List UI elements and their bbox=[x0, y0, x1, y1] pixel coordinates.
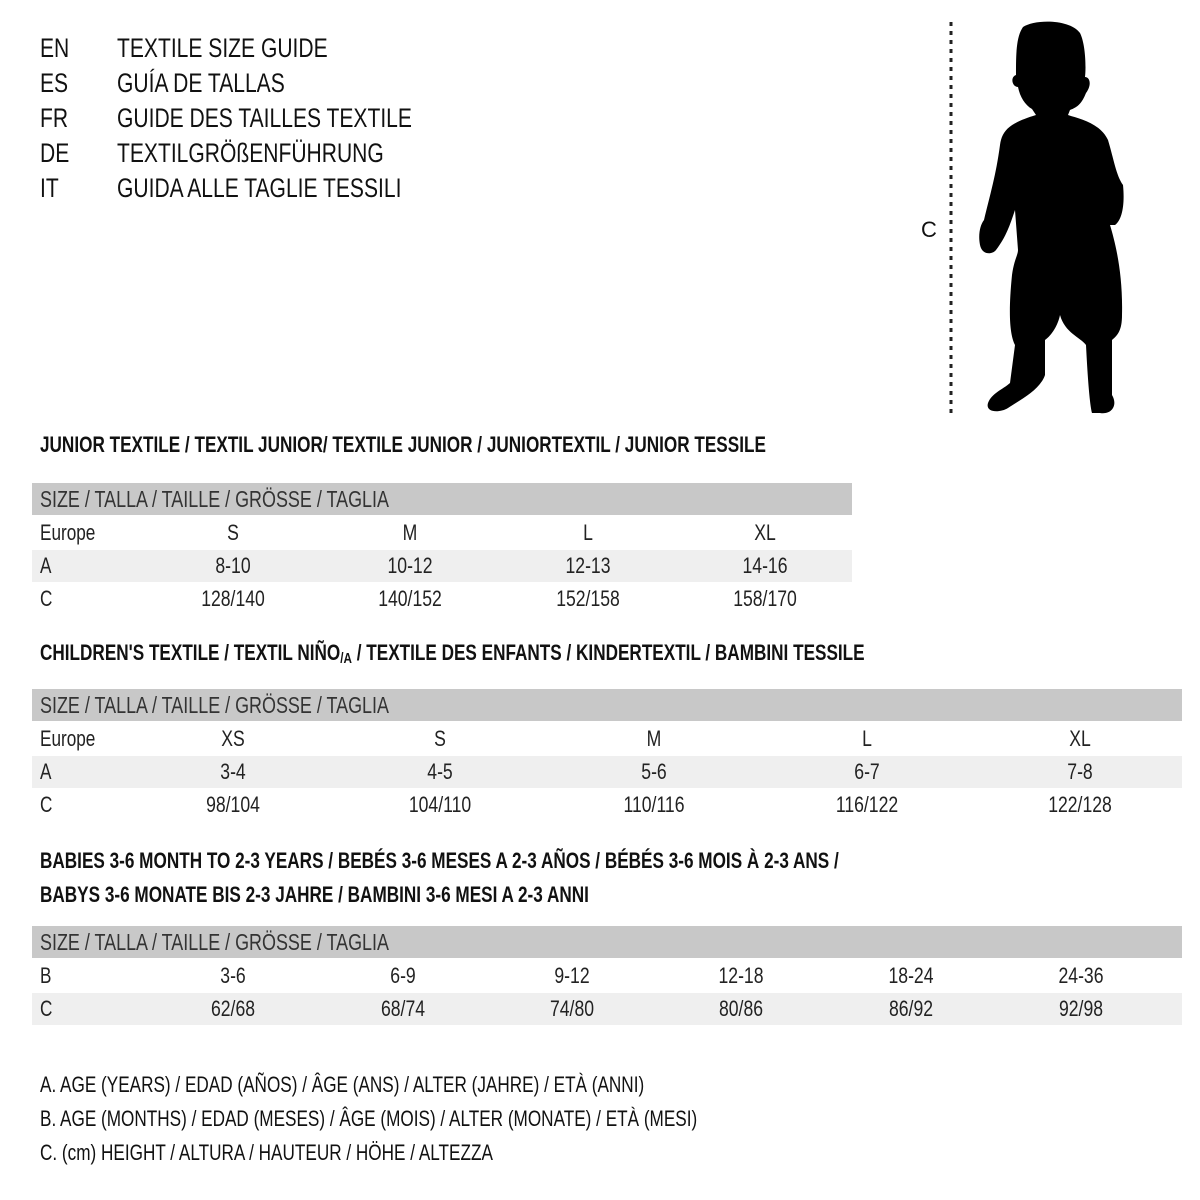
table-cell: S bbox=[434, 726, 446, 751]
lang-code: ES bbox=[40, 68, 69, 98]
table-cell: 104/110 bbox=[408, 792, 472, 817]
table-cell: 110/116 bbox=[623, 792, 685, 817]
table-cell: 152/158 bbox=[556, 586, 620, 611]
table-cell: XS bbox=[221, 726, 245, 751]
row-label: A bbox=[40, 554, 55, 578]
row-label-text: C bbox=[40, 996, 53, 1021]
table-cell: 62/68 bbox=[210, 996, 256, 1021]
table-cell: 18-24 bbox=[888, 963, 934, 988]
title-text: GUIDA ALLE TAGLIE TESSILI bbox=[117, 173, 402, 203]
title-text: TEXTILE SIZE GUIDE bbox=[117, 33, 328, 63]
babies-heading-line1: BABIES 3-6 MONTH TO 2-3 YEARS / BEBÉS 3-… bbox=[40, 848, 1064, 874]
table-cell: 128/140 bbox=[201, 586, 265, 611]
table-cell: 24-36 bbox=[1058, 963, 1104, 988]
table-cell: 6-7 bbox=[854, 759, 880, 784]
table-cell: 140/152 bbox=[378, 586, 442, 611]
lang-code: DE bbox=[40, 138, 70, 168]
table-cell: 3-4 bbox=[220, 759, 246, 784]
row-label: C bbox=[40, 587, 56, 611]
lang-code: EN bbox=[40, 33, 70, 63]
section-heading-text: BABIES 3-6 MONTH TO 2-3 YEARS / BEBÉS 3-… bbox=[40, 848, 839, 873]
title-en: EN TEXTILE SIZE GUIDE bbox=[40, 33, 640, 63]
children-size-header: SIZE / TALLA / TAILLE / GRÖSSE / TAGLIA bbox=[32, 689, 1182, 721]
table-cell: L bbox=[862, 726, 872, 751]
table-cell: 5-6 bbox=[641, 759, 667, 784]
lang-code: IT bbox=[40, 173, 59, 203]
row-label-text: B bbox=[40, 963, 52, 988]
table-cell: M bbox=[646, 726, 662, 751]
table-cell: 86/92 bbox=[888, 996, 934, 1021]
junior-size-header: SIZE / TALLA / TAILLE / GRÖSSE / TAGLIA bbox=[32, 483, 852, 515]
row-label-text: Europe bbox=[40, 520, 96, 545]
table-cell: XL bbox=[754, 520, 776, 545]
row-stripe bbox=[32, 550, 852, 582]
table-cell: XL bbox=[1069, 726, 1091, 751]
size-header-text: SIZE / TALLA / TAILLE / GRÖSSE / TAGLIA bbox=[40, 929, 389, 955]
section-heading-text: BABYS 3-6 MONATE BIS 2-3 JAHRE / BAMBINI… bbox=[40, 882, 589, 907]
title-fr: FR GUIDE DES TAILLES TEXTILE bbox=[40, 103, 640, 133]
row-label: Europe bbox=[40, 727, 111, 751]
legend-b: B. AGE (MONTHS) / EDAD (MESES) / ÂGE (MO… bbox=[40, 1106, 883, 1132]
title-es: ES GUÍA DE TALLAS bbox=[40, 68, 640, 98]
row-label: C bbox=[40, 793, 56, 817]
table-cell: 158/170 bbox=[733, 586, 797, 611]
babies-heading-line2: BABYS 3-6 MONATE BIS 2-3 JAHRE / BAMBINI… bbox=[40, 882, 744, 908]
title-text: TEXTILGRÖßENFÜHRUNG bbox=[117, 138, 384, 168]
table-cell: 4-5 bbox=[427, 759, 453, 784]
row-label: Europe bbox=[40, 521, 111, 545]
child-silhouette-icon bbox=[949, 21, 1124, 415]
row-stripe bbox=[32, 756, 1182, 788]
title-text: GUÍA DE TALLAS bbox=[117, 68, 285, 98]
row-stripe bbox=[32, 993, 1182, 1025]
table-cell: 74/80 bbox=[549, 996, 595, 1021]
table-cell: S bbox=[227, 520, 239, 545]
row-label: A bbox=[40, 760, 55, 784]
heading-part: / TEXTILE DES ENFANTS / KINDERTEXTIL / B… bbox=[351, 640, 865, 665]
lang-code: FR bbox=[40, 103, 69, 133]
size-header-text: SIZE / TALLA / TAILLE / GRÖSSE / TAGLIA bbox=[40, 692, 389, 718]
legend-a: A. AGE (YEARS) / EDAD (AÑOS) / ÂGE (ANS)… bbox=[40, 1072, 815, 1098]
table-cell: 3-6 bbox=[220, 963, 246, 988]
heading-subscript: /A bbox=[340, 650, 352, 667]
table-cell: 6-9 bbox=[390, 963, 416, 988]
legend-text: B. AGE (MONTHS) / EDAD (MESES) / ÂGE (MO… bbox=[40, 1106, 698, 1131]
babies-size-header: SIZE / TALLA / TAILLE / GRÖSSE / TAGLIA bbox=[32, 926, 1182, 958]
height-label: C bbox=[921, 217, 937, 242]
legend-text: C. (cm) HEIGHT / ALTURA / HAUTEUR / HÖHE… bbox=[40, 1140, 493, 1165]
table-cell: 14-16 bbox=[742, 553, 788, 578]
row-label-text: C bbox=[40, 586, 53, 611]
table-cell: 98/104 bbox=[206, 792, 260, 817]
title-text: GUIDE DES TAILLES TEXTILE bbox=[117, 103, 412, 133]
table-cell: 122/128 bbox=[1048, 792, 1112, 817]
table-cell: 10-12 bbox=[387, 553, 433, 578]
table-cell: 8-10 bbox=[215, 553, 251, 578]
row-label: C bbox=[40, 997, 56, 1021]
row-label: B bbox=[40, 964, 55, 988]
row-label-text: A bbox=[40, 553, 52, 578]
table-cell: 12-18 bbox=[718, 963, 764, 988]
heading-part: CHILDREN'S TEXTILE / TEXTIL NIÑO bbox=[40, 640, 341, 665]
table-cell: 92/98 bbox=[1058, 996, 1104, 1021]
row-label-text: C bbox=[40, 792, 53, 817]
children-heading: CHILDREN'S TEXTILE / TEXTIL NIÑO/A / TEX… bbox=[40, 640, 1097, 666]
table-cell: 68/74 bbox=[380, 996, 426, 1021]
title-it: IT GUIDA ALLE TAGLIE TESSILI bbox=[40, 173, 640, 203]
table-cell: M bbox=[402, 520, 418, 545]
table-cell: 7-8 bbox=[1067, 759, 1093, 784]
table-cell: 116/122 bbox=[835, 792, 899, 817]
legend-c: C. (cm) HEIGHT / ALTURA / HAUTEUR / HÖHE… bbox=[40, 1140, 621, 1166]
row-label-text: Europe bbox=[40, 726, 96, 751]
table-cell: 12-13 bbox=[565, 553, 611, 578]
legend-text: A. AGE (YEARS) / EDAD (AÑOS) / ÂGE (ANS)… bbox=[40, 1072, 645, 1097]
junior-heading: JUNIOR TEXTILE / TEXTIL JUNIOR/ TEXTILE … bbox=[40, 432, 971, 458]
table-cell: 80/86 bbox=[718, 996, 764, 1021]
table-cell: L bbox=[583, 520, 593, 545]
row-label-text: A bbox=[40, 759, 52, 784]
section-heading-text: JUNIOR TEXTILE / TEXTIL JUNIOR/ TEXTILE … bbox=[40, 432, 766, 457]
title-de: DE TEXTILGRÖßENFÜHRUNG bbox=[40, 138, 640, 168]
size-header-text: SIZE / TALLA / TAILLE / GRÖSSE / TAGLIA bbox=[40, 486, 389, 512]
table-cell: 9-12 bbox=[554, 963, 590, 988]
